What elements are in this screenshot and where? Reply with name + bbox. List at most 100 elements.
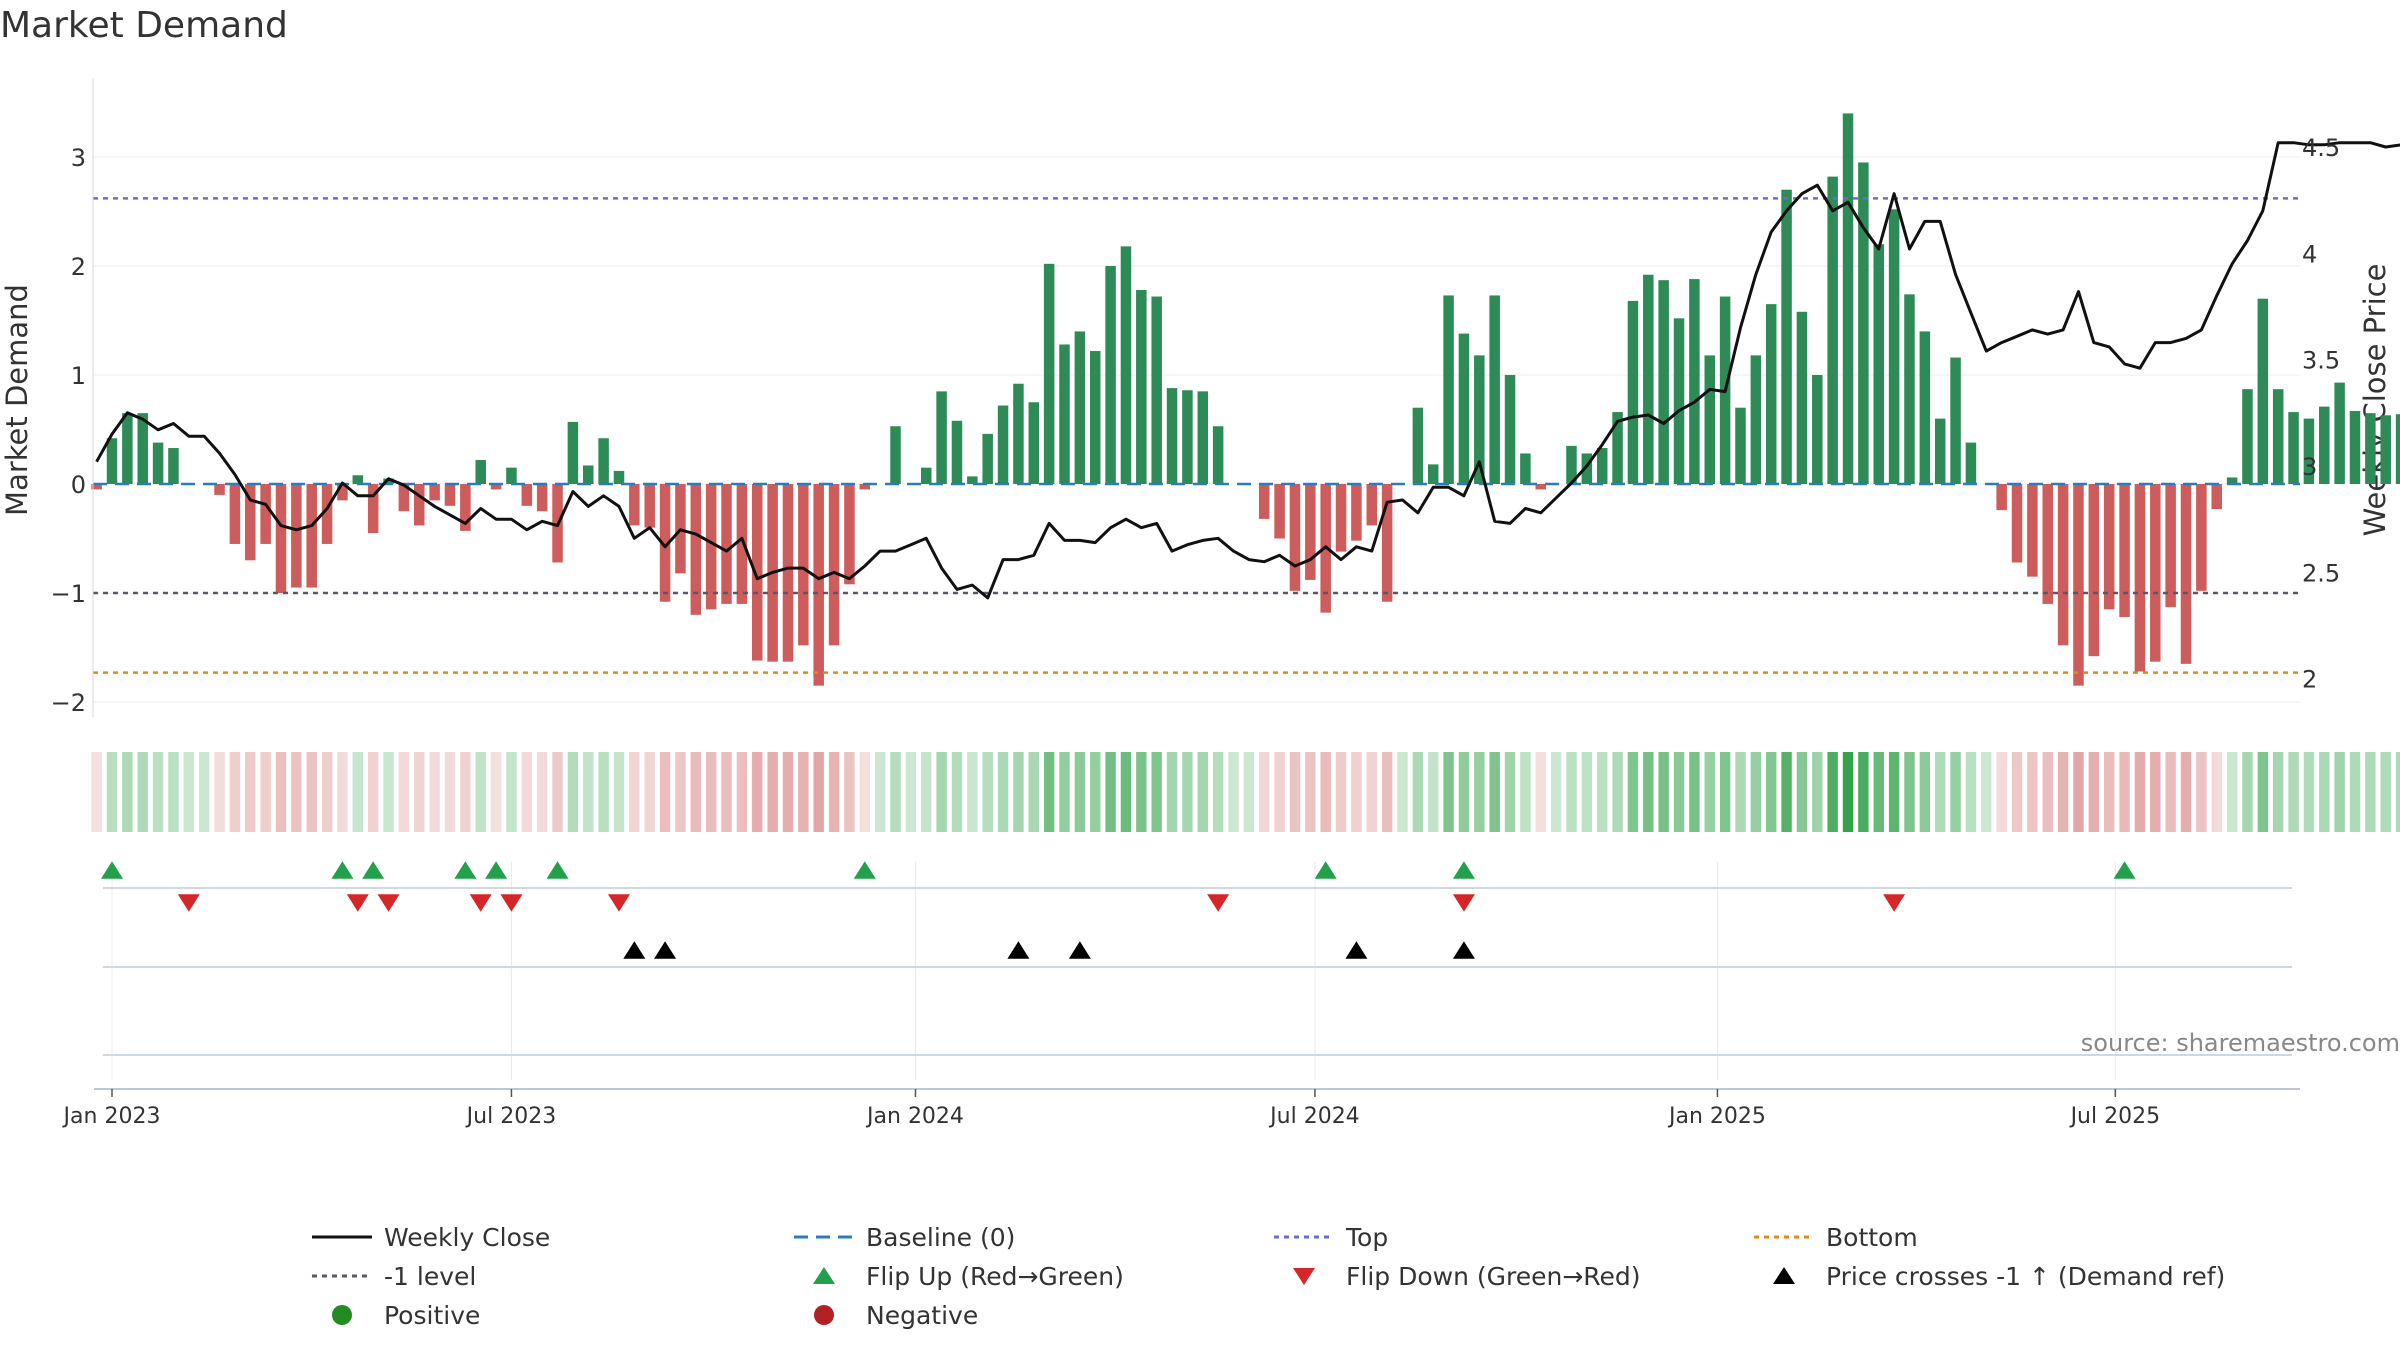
demand-bar xyxy=(414,484,425,526)
legend-label-top: Top xyxy=(1345,1223,1388,1252)
flip-up-marker xyxy=(1314,861,1337,879)
demand-bar xyxy=(2150,484,2161,662)
demand-bar xyxy=(291,484,302,588)
demand-bar xyxy=(2057,484,2069,646)
demand-bar xyxy=(813,484,824,686)
demand-heat-cell xyxy=(2380,752,2391,832)
demand-bar xyxy=(1596,448,1608,484)
demand-bar xyxy=(1796,311,1808,484)
demand-bar xyxy=(2226,477,2238,484)
x-tick-label: Jul 2024 xyxy=(1268,1104,1360,1129)
demand-bar xyxy=(1089,351,1101,484)
demand-heat-cell xyxy=(2150,752,2161,832)
demand-heat-cell xyxy=(1289,752,1301,832)
demand-heat-cell xyxy=(367,752,379,832)
flip-up-marker xyxy=(546,861,569,879)
demand-heat-cell xyxy=(1566,752,1577,832)
demand-heat-cell xyxy=(828,752,840,832)
demand-heat-cell xyxy=(1090,752,1101,832)
demand-bar xyxy=(1335,484,1347,552)
demand-heat-cell xyxy=(321,752,333,832)
demand-heat-cell xyxy=(2180,752,2192,832)
demand-heat-cell xyxy=(1443,752,1454,832)
demand-heat-cell xyxy=(598,752,609,832)
demand-heat-cell xyxy=(1520,752,1531,832)
demand-bar xyxy=(1765,304,1777,484)
flip-up-marker xyxy=(454,861,477,879)
demand-bar xyxy=(736,484,748,604)
demand-bar xyxy=(1474,355,1485,484)
demand-bar xyxy=(1504,375,1516,484)
demand-bar xyxy=(1658,280,1669,484)
demand-heat-cell xyxy=(613,752,625,832)
demand-heat-cell xyxy=(2088,752,2100,832)
demand-bar xyxy=(1274,484,1285,539)
demand-bar xyxy=(1028,402,1040,484)
demand-bar xyxy=(444,484,456,506)
legend-label-flip_up: Flip Up (Red→Green) xyxy=(866,1262,1124,1291)
weekly-close-line xyxy=(95,141,2400,600)
demand-heat-cell xyxy=(982,752,993,832)
demand-heat-cell xyxy=(1781,752,1792,832)
demand-bar xyxy=(367,484,379,534)
demand-bar xyxy=(705,484,717,610)
demand-heat-cell xyxy=(921,752,932,832)
demand-heat-cell xyxy=(444,752,456,832)
demand-heat-cell xyxy=(2211,752,2222,832)
demand-bar xyxy=(122,413,133,484)
demand-heat-cell xyxy=(429,752,440,832)
demand-heat-cell xyxy=(2165,752,2176,832)
demand-bar xyxy=(1535,484,1547,490)
demand-bar xyxy=(920,467,932,484)
demand-bar xyxy=(951,420,963,484)
demand-bar xyxy=(383,478,394,484)
demand-heat-cell xyxy=(475,752,486,832)
demand-heat-cell xyxy=(2011,752,2023,832)
demand-bar xyxy=(798,484,809,646)
demand-bar xyxy=(1013,383,1024,484)
demand-heat-cell xyxy=(1397,752,1408,832)
demand-heat-cell xyxy=(2027,752,2038,832)
demand-heat-cell xyxy=(2226,752,2238,832)
demand-heat-cell xyxy=(1182,752,1193,832)
demand-bar xyxy=(1412,407,1424,484)
left-tick-label: −2 xyxy=(51,689,86,717)
demand-bar xyxy=(1904,294,1915,484)
demand-heat-cell xyxy=(1796,752,1808,832)
source-note: source: sharemaestro.com xyxy=(2081,1029,2400,1057)
x-tick-label: Jul 2023 xyxy=(465,1104,557,1129)
demand-bar xyxy=(398,484,410,512)
demand-heat-cell xyxy=(91,752,102,832)
price-cross-marker xyxy=(623,941,646,959)
demand-heat-cell xyxy=(690,752,701,832)
demand-heat-cell xyxy=(1320,752,1331,832)
demand-heat-cell xyxy=(198,752,210,832)
demand-heat-cell xyxy=(997,752,1009,832)
demand-heat-cell xyxy=(1412,752,1424,832)
right-tick-label: 4 xyxy=(2302,240,2317,268)
demand-bar xyxy=(245,484,256,561)
demand-bar xyxy=(613,470,625,484)
demand-bar xyxy=(1858,162,1869,484)
demand-bar xyxy=(967,476,978,484)
demand-bar xyxy=(1166,388,1178,484)
demand-heat-cell xyxy=(1735,752,1746,832)
demand-bar xyxy=(1673,318,1685,484)
legend-swatch-flip-up xyxy=(813,1267,835,1284)
demand-heat-cell xyxy=(1904,752,1915,832)
demand-heat-cell xyxy=(1059,752,1070,832)
demand-bar xyxy=(1351,484,1362,541)
demand-heat-cell xyxy=(1581,752,1593,832)
legend-label-bottom: Bottom xyxy=(1826,1223,1918,1252)
demand-heat-cell xyxy=(1043,752,1055,832)
demand-bar xyxy=(1781,189,1792,484)
demand-heat-cell xyxy=(1120,752,1132,832)
left-axis-label: Market Demand xyxy=(0,284,34,516)
right-tick-label: 3 xyxy=(2302,453,2317,481)
flip-down-marker xyxy=(1207,894,1230,912)
demand-bar xyxy=(2380,415,2391,484)
demand-heat-cell xyxy=(306,752,317,832)
demand-bar xyxy=(1258,484,1270,519)
demand-bar xyxy=(506,467,517,484)
demand-heat-cell xyxy=(1274,752,1285,832)
